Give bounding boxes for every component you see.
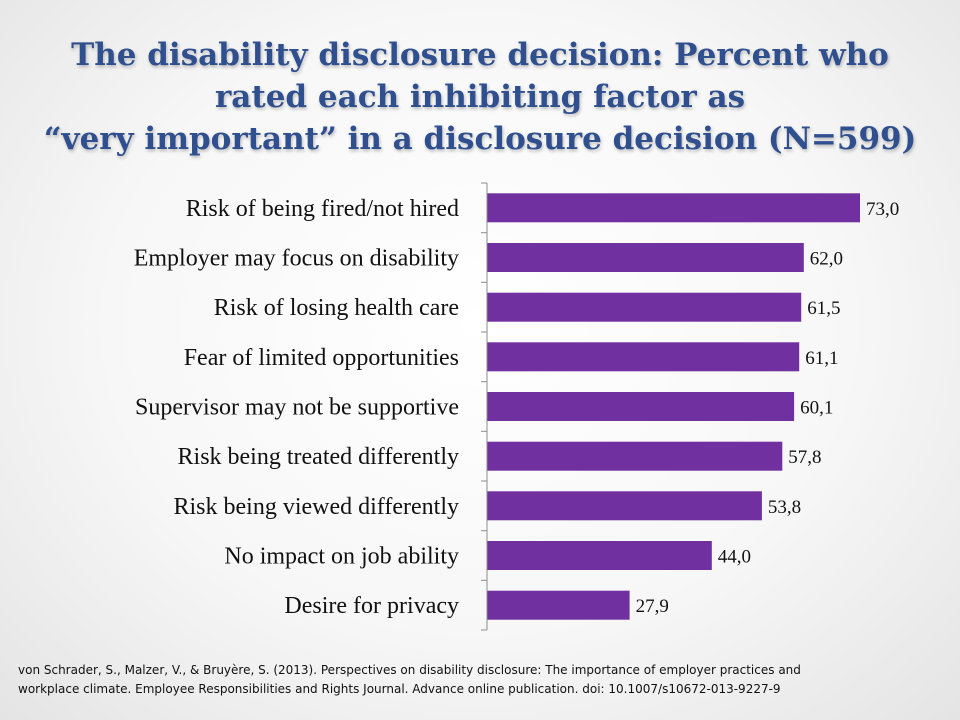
value-label: 57,8 [788,447,821,468]
category-label: No impact on job ability [224,544,459,570]
bar [487,590,630,620]
value-label: 44,0 [718,547,751,568]
value-label: 27,9 [636,596,669,617]
bar [487,392,795,421]
category-label: Risk of being fired/not hired [186,196,459,222]
title-line: The disability disclosure decision: Perc… [71,37,889,73]
citation-line: workplace climate. Employee Responsibili… [18,682,781,696]
category-label: Risk being treated differently [178,444,459,470]
bar [487,541,712,570]
citation-line: von Schrader, S., Malzer, V., & Bruyère,… [18,663,801,677]
bar [487,342,800,372]
category-label: Employer may focus on disability [134,246,459,272]
bar [487,441,783,471]
value-label: 53,8 [768,497,801,518]
category-label: Risk being viewed differently [174,494,460,520]
value-label: 60,1 [800,398,833,419]
value-label: 61,1 [805,348,838,369]
title-line: “very important” in a disclosure decisio… [43,121,917,157]
citation: von Schrader, S., Malzer, V., & Bruyère,… [18,661,918,699]
bar [487,491,762,521]
category-label: Supervisor may not be supportive [135,395,459,421]
category-label: Desire for privacy [284,593,459,619]
value-label: 73,0 [866,199,899,220]
bar [487,243,804,272]
value-label: 62,0 [810,249,843,270]
category-label: Risk of losing health care [214,295,459,321]
category-label: Fear of limited opportunities [184,345,459,371]
bar [487,193,860,223]
title-line: rated each inhibiting factor as [214,79,746,115]
bar [487,292,802,322]
value-label: 61,5 [807,298,840,319]
chart-title: The disability disclosure decision: Perc… [40,34,920,160]
